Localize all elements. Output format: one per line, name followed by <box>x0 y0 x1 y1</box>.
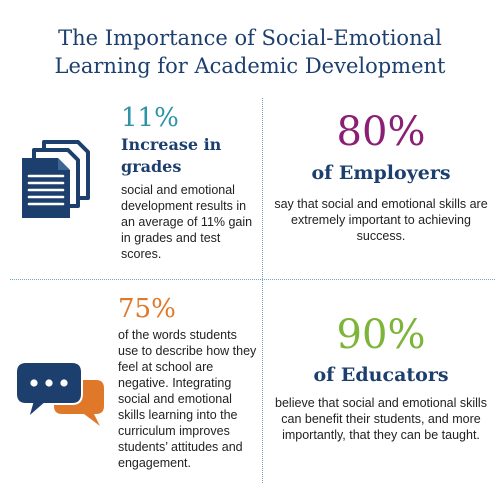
chat-bubbles-icon <box>15 361 104 426</box>
stat-heading-educators: of Educators <box>313 364 449 386</box>
vertical-divider <box>262 98 263 483</box>
page-title-line-1: The Importance of Social-Emotional <box>58 26 442 50</box>
stat-value-students: 75% <box>118 294 176 324</box>
stat-description-students: of the words students use to describe ho… <box>118 328 257 470</box>
stat-value-grades: 11% <box>121 103 179 133</box>
stat-description-grades: social and emotional development results… <box>121 183 253 261</box>
stat-heading-grades-line-2: grades <box>121 157 182 176</box>
stat-description-educators: believe that social and emotional skills… <box>275 396 487 442</box>
page-title-line-2: Learning for Academic Development <box>54 54 446 78</box>
stat-description-employers: say that social and emotional skills are… <box>274 197 488 243</box>
stat-value-employers: 80% <box>336 109 426 155</box>
stat-heading-grades: Increase in grades <box>121 134 221 178</box>
stat-heading-employers: of Employers <box>311 162 451 184</box>
documents-icon <box>22 140 90 218</box>
horizontal-divider <box>10 279 495 280</box>
stat-value-educators: 90% <box>336 312 426 358</box>
stat-heading-grades-line-1: Increase in <box>121 135 222 154</box>
page-title: The Importance of Social-Emotional Learn… <box>0 24 500 80</box>
